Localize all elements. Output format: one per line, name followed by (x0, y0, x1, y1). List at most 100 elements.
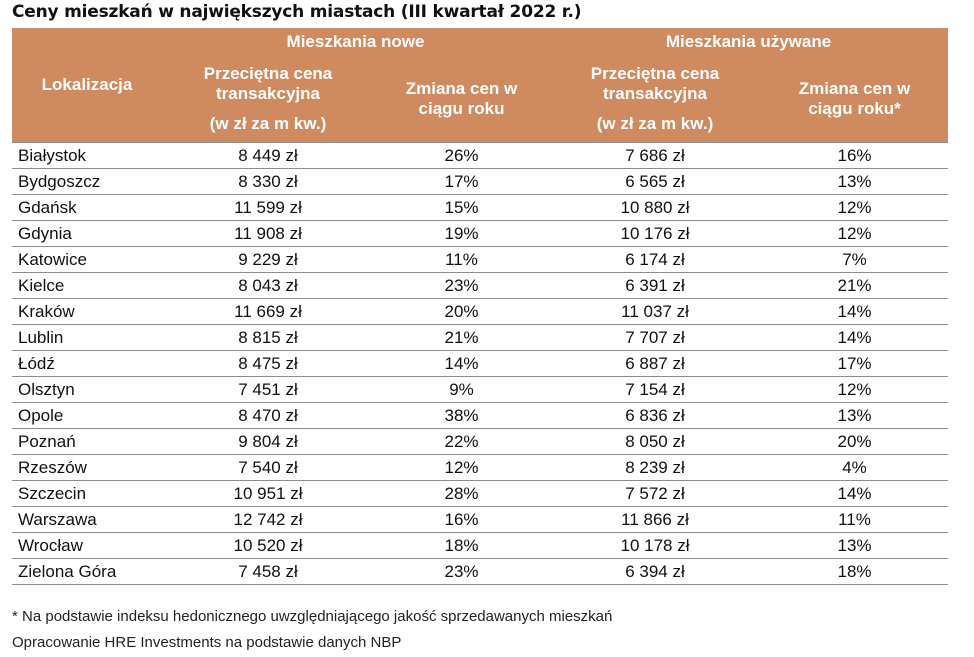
table-row: Poznań 9 804 zł 22% 8 050 zł 20% (12, 428, 948, 455)
city-cell: Białystok (12, 142, 162, 169)
header-used-change: Zmiana cen w ciągu roku* (761, 56, 948, 143)
header-used-change-line2: ciągu roku* (808, 99, 901, 118)
city-cell: Wrocław (12, 532, 162, 559)
table-row: Rzeszów 7 540 zł 12% 8 239 zł 4% (12, 454, 948, 481)
used-change-cell: 12% (761, 220, 948, 247)
header-used-change-line1: Zmiana cen w (798, 79, 911, 98)
used-change-cell: 21% (761, 272, 948, 299)
new-change-cell: 12% (374, 454, 549, 481)
city-cell: Poznań (12, 428, 162, 455)
table-row: Kielce 8 043 zł 23% 6 391 zł 21% (12, 272, 948, 299)
city-cell: Gdańsk (12, 194, 162, 221)
footnote: * Na podstawie indeksu hedonicznego uwzg… (12, 608, 613, 625)
used-price-cell: 6 887 zł (549, 350, 761, 377)
new-change-cell: 15% (374, 194, 549, 221)
used-change-cell: 12% (761, 376, 948, 403)
used-price-cell: 7 707 zł (549, 324, 761, 351)
header-group-used: Mieszkania używane (549, 28, 948, 56)
used-change-cell: 13% (761, 402, 948, 429)
used-price-cell: 6 565 zł (549, 168, 761, 195)
new-change-cell: 11% (374, 246, 549, 273)
table-row: Lublin 8 815 zł 21% 7 707 zł 14% (12, 324, 948, 351)
used-price-cell: 10 176 zł (549, 220, 761, 247)
new-change-cell: 22% (374, 428, 549, 455)
used-price-cell: 11 866 zł (549, 506, 761, 533)
new-price-cell: 11 599 zł (162, 194, 374, 221)
new-change-cell: 14% (374, 350, 549, 377)
new-price-cell: 8 475 zł (162, 350, 374, 377)
new-change-cell: 38% (374, 402, 549, 429)
used-change-cell: 7% (761, 246, 948, 273)
new-price-cell: 8 043 zł (162, 272, 374, 299)
used-change-cell: 13% (761, 168, 948, 195)
new-change-cell: 9% (374, 376, 549, 403)
header-new-price-line1: Przeciętna cena (203, 64, 333, 83)
city-cell: Kraków (12, 298, 162, 325)
header-new-price-unit: (w zł za m kw.) (209, 114, 327, 133)
city-cell: Opole (12, 402, 162, 429)
header-new-price-line2: transakcyjna (216, 84, 320, 103)
new-change-cell: 23% (374, 272, 549, 299)
used-price-cell: 6 174 zł (549, 246, 761, 273)
table-row: Gdynia 11 908 zł 19% 10 176 zł 12% (12, 220, 948, 247)
used-price-cell: 11 037 zł (549, 298, 761, 325)
header-new-change-line2: ciągu roku (418, 99, 505, 118)
header-new-price: Przeciętna cena transakcyjna (w zł za m … (162, 56, 374, 143)
new-price-cell: 11 669 zł (162, 298, 374, 325)
used-change-cell: 16% (761, 142, 948, 169)
new-price-cell: 8 449 zł (162, 142, 374, 169)
new-price-cell: 7 451 zł (162, 376, 374, 403)
new-change-cell: 28% (374, 480, 549, 507)
new-price-cell: 7 540 zł (162, 454, 374, 481)
new-price-cell: 9 804 zł (162, 428, 374, 455)
header-new-change-line1: Zmiana cen w (405, 79, 518, 98)
new-change-cell: 26% (374, 142, 549, 169)
used-price-cell: 10 178 zł (549, 532, 761, 559)
new-price-cell: 8 330 zł (162, 168, 374, 195)
used-change-cell: 14% (761, 480, 948, 507)
header-group-row: Lokalizacja Mieszkania nowe Mieszkania u… (12, 28, 948, 143)
city-cell: Zielona Góra (12, 558, 162, 585)
used-change-cell: 14% (761, 324, 948, 351)
header-used-price-line1: Przeciętna cena (590, 64, 720, 83)
header-used-price: Przeciętna cena transakcyjna (w zł za m … (549, 56, 761, 143)
city-cell: Gdynia (12, 220, 162, 247)
new-change-cell: 18% (374, 532, 549, 559)
new-price-cell: 12 742 zł (162, 506, 374, 533)
used-price-cell: 6 391 zł (549, 272, 761, 299)
used-price-cell: 7 154 zł (549, 376, 761, 403)
used-price-cell: 8 239 zł (549, 454, 761, 481)
used-price-cell: 10 880 zł (549, 194, 761, 221)
price-table: Lokalizacja Mieszkania nowe Mieszkania u… (12, 28, 948, 585)
table-row: Białystok 8 449 zł 26% 7 686 zł 16% (12, 142, 948, 169)
table-row: Opole 8 470 zł 38% 6 836 zł 13% (12, 402, 948, 429)
header-new-change: Zmiana cen w ciągu roku (374, 56, 549, 143)
used-change-cell: 18% (761, 558, 948, 585)
table-row: Kraków 11 669 zł 20% 11 037 zł 14% (12, 298, 948, 325)
table-row: Zielona Góra 7 458 zł 23% 6 394 zł 18% (12, 558, 948, 585)
header-group-new: Mieszkania nowe (162, 28, 549, 56)
used-change-cell: 14% (761, 298, 948, 325)
used-price-cell: 7 572 zł (549, 480, 761, 507)
table-row: Bydgoszcz 8 330 zł 17% 6 565 zł 13% (12, 168, 948, 195)
new-price-cell: 9 229 zł (162, 246, 374, 273)
city-cell: Bydgoszcz (12, 168, 162, 195)
table-row: Wrocław 10 520 zł 18% 10 178 zł 13% (12, 532, 948, 559)
table-row: Olsztyn 7 451 zł 9% 7 154 zł 12% (12, 376, 948, 403)
new-change-cell: 21% (374, 324, 549, 351)
used-change-cell: 11% (761, 506, 948, 533)
header-used-price-line2: transakcyjna (603, 84, 707, 103)
table-row: Gdańsk 11 599 zł 15% 10 880 zł 12% (12, 194, 948, 221)
used-change-cell: 17% (761, 350, 948, 377)
table-row: Katowice 9 229 zł 11% 6 174 zł 7% (12, 246, 948, 273)
table-row: Szczecin 10 951 zł 28% 7 572 zł 14% (12, 480, 948, 507)
used-price-cell: 8 050 zł (549, 428, 761, 455)
used-change-cell: 12% (761, 194, 948, 221)
table-row: Łódź 8 475 zł 14% 6 887 zł 17% (12, 350, 948, 377)
new-price-cell: 8 815 zł (162, 324, 374, 351)
new-change-cell: 19% (374, 220, 549, 247)
city-cell: Rzeszów (12, 454, 162, 481)
used-change-cell: 20% (761, 428, 948, 455)
new-price-cell: 11 908 zł (162, 220, 374, 247)
city-cell: Kielce (12, 272, 162, 299)
